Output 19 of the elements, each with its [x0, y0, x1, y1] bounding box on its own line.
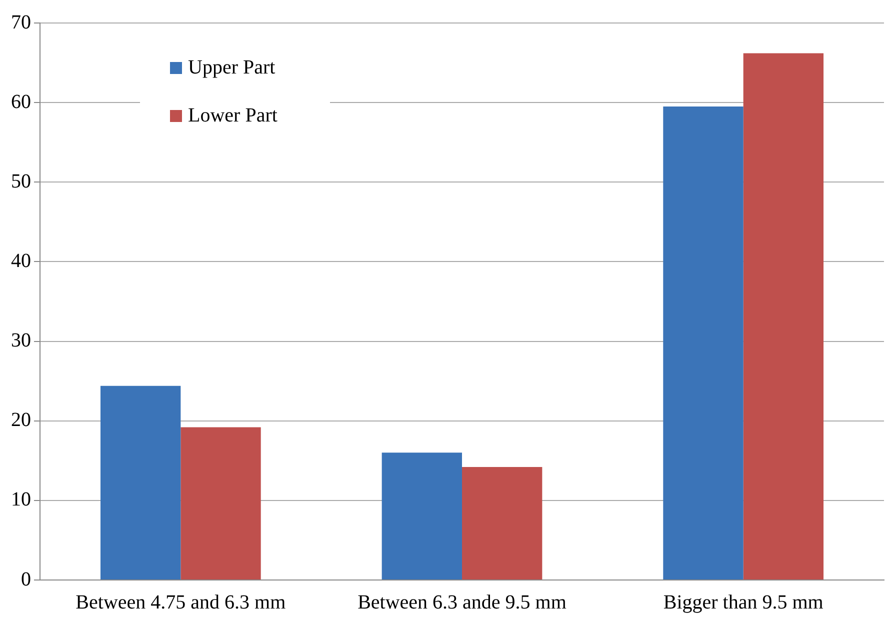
x-tick-label: Between 4.75 and 6.3 mm: [76, 591, 286, 614]
bar: [382, 452, 462, 580]
y-tick-label: 60: [11, 90, 31, 113]
bar: [743, 53, 824, 580]
legend-label: Lower Part: [188, 104, 278, 126]
legend-label: Upper Part: [188, 56, 276, 78]
y-tick-label: 20: [11, 409, 31, 432]
y-tick-label: 30: [11, 330, 31, 352]
y-tick-label: 70: [11, 11, 31, 34]
bar: [100, 386, 181, 580]
y-tick-label: 0: [21, 568, 31, 590]
bar: [462, 467, 542, 580]
bar: [663, 106, 744, 580]
bar: [180, 427, 261, 580]
y-tick-label: 10: [11, 488, 31, 511]
x-tick-label: Between 6.3 ande 9.5 mm: [358, 591, 567, 614]
x-tick-label: Bigger than 9.5 mm: [663, 591, 824, 614]
y-tick-label: 40: [11, 250, 31, 272]
y-tick-label: 50: [11, 170, 31, 192]
